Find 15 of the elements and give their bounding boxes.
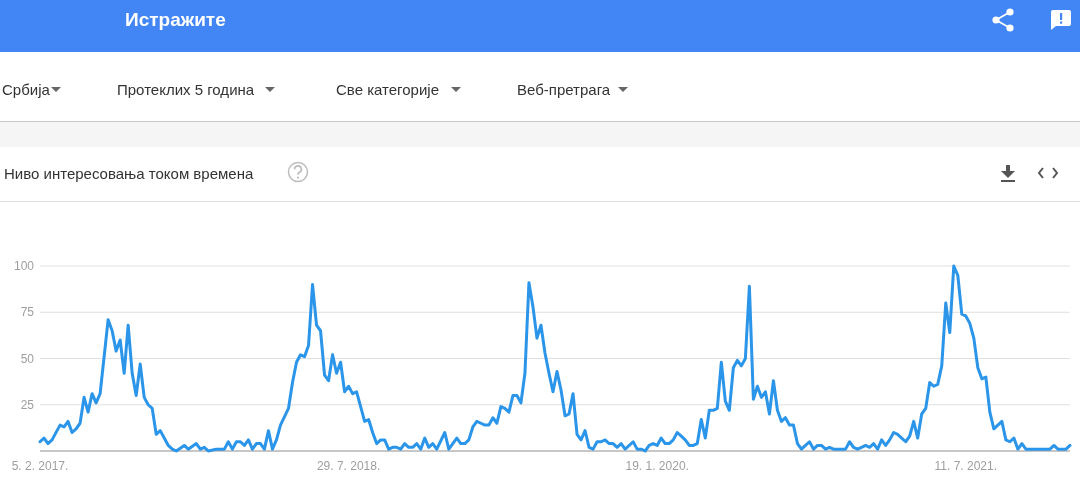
y-tick-label: 75 [20, 305, 35, 320]
y-tick-label: 50 [20, 351, 35, 366]
x-tick-label: 29. 7. 2018. [316, 459, 381, 473]
text: Протеклих 5 година [117, 81, 255, 98]
text: Србија [2, 81, 51, 98]
x-tick-label: 5. 2. 2017. [11, 459, 69, 473]
text: Све категорије [336, 81, 439, 98]
chart-title: Ниво интересовања током времена [4, 165, 254, 182]
x-tick-label: 11. 7. 2021. [934, 459, 998, 473]
text: Истражите [125, 9, 226, 30]
x-tick-label: 19. 1. 2020. [625, 459, 689, 473]
text: Веб-претрага [517, 81, 611, 98]
line-series [38, 264, 1072, 453]
y-tick-label: 100 [13, 259, 35, 274]
y-tick-label: 25 [20, 397, 35, 412]
